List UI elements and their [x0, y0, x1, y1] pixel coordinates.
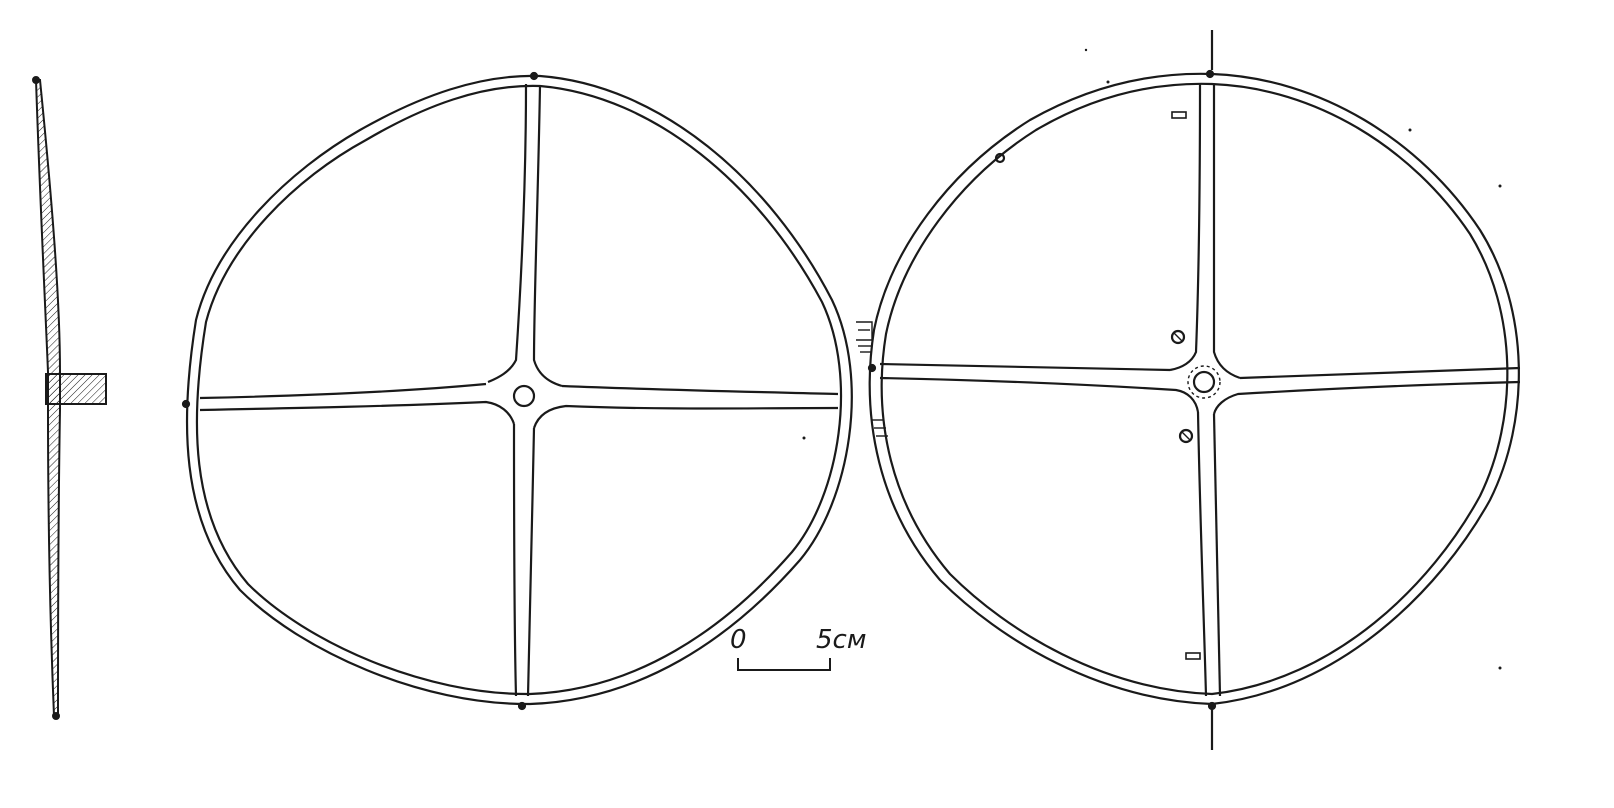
front-strip-left-top-edge	[199, 382, 487, 400]
back-bottom-knob	[1207, 701, 1217, 711]
front-strip-bottom-left-edge	[512, 423, 518, 697]
front-outer-rim	[185, 74, 853, 706]
scale-start-label: 0	[730, 625, 747, 655]
front-strip-top-right-edge	[532, 85, 563, 388]
shield-back-view	[856, 30, 1521, 750]
shield-section-profile	[32, 76, 107, 720]
back-rivet-lower-slot	[1181, 431, 1191, 441]
back-outer-rim	[868, 72, 1520, 706]
back-strip-left-bottom-edge	[879, 376, 1200, 413]
back-strip-right-top-edge	[1239, 366, 1521, 380]
back-inner-rim	[880, 82, 1509, 696]
section-boss	[45, 373, 107, 405]
front-top-knob	[529, 71, 539, 81]
front-boss-hole	[512, 384, 536, 408]
back-rivet-upper	[1170, 329, 1186, 345]
back-left-knob	[867, 363, 877, 373]
front-strip-left-bottom-edge	[199, 400, 516, 425]
shield-front-view	[181, 71, 853, 711]
scale-end-label: 5см	[816, 625, 866, 655]
back-strip-right-bottom-edge	[1212, 380, 1521, 415]
scale-bar-line	[737, 658, 831, 671]
front-strip-right-bottom-edge	[532, 404, 839, 429]
back-rivet-rim	[994, 152, 1006, 164]
back-rivet-lower	[1178, 428, 1194, 444]
back-strip-bottom-right-edge	[1212, 413, 1222, 697]
back-strip-left-top-edge	[879, 362, 1171, 372]
back-strip-bottom-left-edge	[1196, 411, 1208, 697]
front-strip-right-top-edge	[561, 384, 839, 396]
section-bottom-knob	[52, 712, 60, 720]
back-rim-fitting-lower	[872, 419, 888, 437]
paper-specks	[802, 48, 1502, 670]
back-clamp-bottom	[1185, 652, 1201, 660]
front-strip-top	[487, 83, 528, 384]
front-inner-rim	[195, 84, 843, 696]
back-boss-hole	[1192, 370, 1216, 394]
back-strip-top-right-edge	[1212, 83, 1241, 380]
back-clamp-top	[1171, 111, 1187, 119]
back-rim-fitting-upper	[856, 321, 873, 353]
back-rivet-upper-slot	[1173, 332, 1183, 342]
front-strip-bottom-right-edge	[526, 427, 536, 697]
scale-bar: 0 5см	[730, 625, 866, 671]
back-boss-ring	[1187, 365, 1221, 399]
front-bottom-knob	[517, 701, 527, 711]
front-left-knob	[181, 399, 191, 409]
back-top-knob	[1205, 69, 1215, 79]
section-top-knob	[32, 76, 40, 84]
back-strip-top-left-edge	[1169, 83, 1202, 372]
